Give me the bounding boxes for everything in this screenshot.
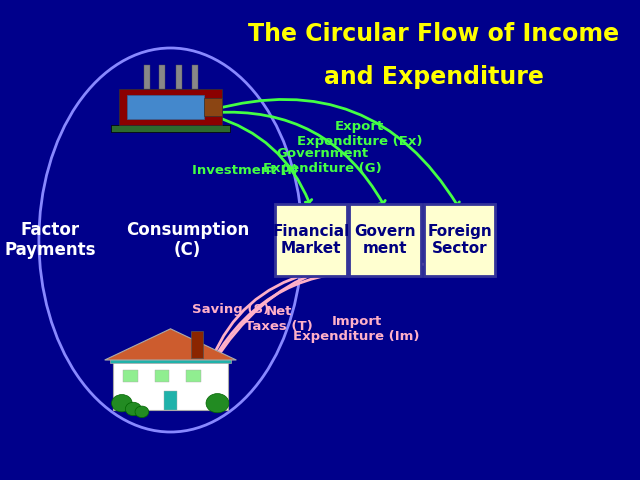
Text: Export
Expenditure (Ex): Export Expenditure (Ex) <box>297 120 422 148</box>
FancyBboxPatch shape <box>111 125 230 132</box>
Circle shape <box>111 395 132 412</box>
FancyBboxPatch shape <box>204 98 222 116</box>
Text: Import
Expenditure (Im): Import Expenditure (Im) <box>293 315 420 343</box>
Text: Foreign
Sector: Foreign Sector <box>427 224 492 256</box>
Circle shape <box>206 394 229 413</box>
Text: Investment (I): Investment (I) <box>192 164 298 177</box>
FancyBboxPatch shape <box>176 65 182 89</box>
FancyBboxPatch shape <box>127 95 204 119</box>
Text: Financial
Market: Financial Market <box>272 224 349 256</box>
FancyBboxPatch shape <box>144 65 150 89</box>
FancyBboxPatch shape <box>111 359 230 363</box>
Circle shape <box>125 402 141 416</box>
FancyBboxPatch shape <box>164 391 177 410</box>
FancyBboxPatch shape <box>123 370 138 382</box>
Text: and Expenditure: and Expenditure <box>324 65 544 89</box>
Text: Govern
ment: Govern ment <box>355 224 416 256</box>
Text: Net
Taxes (T): Net Taxes (T) <box>245 305 313 333</box>
FancyBboxPatch shape <box>349 204 421 276</box>
Text: Factor
Payments: Factor Payments <box>4 221 96 259</box>
Text: The Circular Flow of Income: The Circular Flow of Income <box>248 22 620 46</box>
Text: Consumption
(C): Consumption (C) <box>126 221 250 259</box>
FancyBboxPatch shape <box>154 370 170 382</box>
FancyBboxPatch shape <box>424 204 495 276</box>
FancyBboxPatch shape <box>191 65 198 89</box>
Circle shape <box>135 406 148 418</box>
FancyBboxPatch shape <box>119 89 222 125</box>
Polygon shape <box>105 329 236 360</box>
FancyBboxPatch shape <box>186 370 201 382</box>
FancyBboxPatch shape <box>159 65 165 89</box>
Text: Saving (S): Saving (S) <box>192 303 269 316</box>
Text: Government
Expenditure (G): Government Expenditure (G) <box>263 147 381 175</box>
FancyBboxPatch shape <box>113 360 228 410</box>
FancyBboxPatch shape <box>275 204 346 276</box>
FancyBboxPatch shape <box>191 331 203 358</box>
